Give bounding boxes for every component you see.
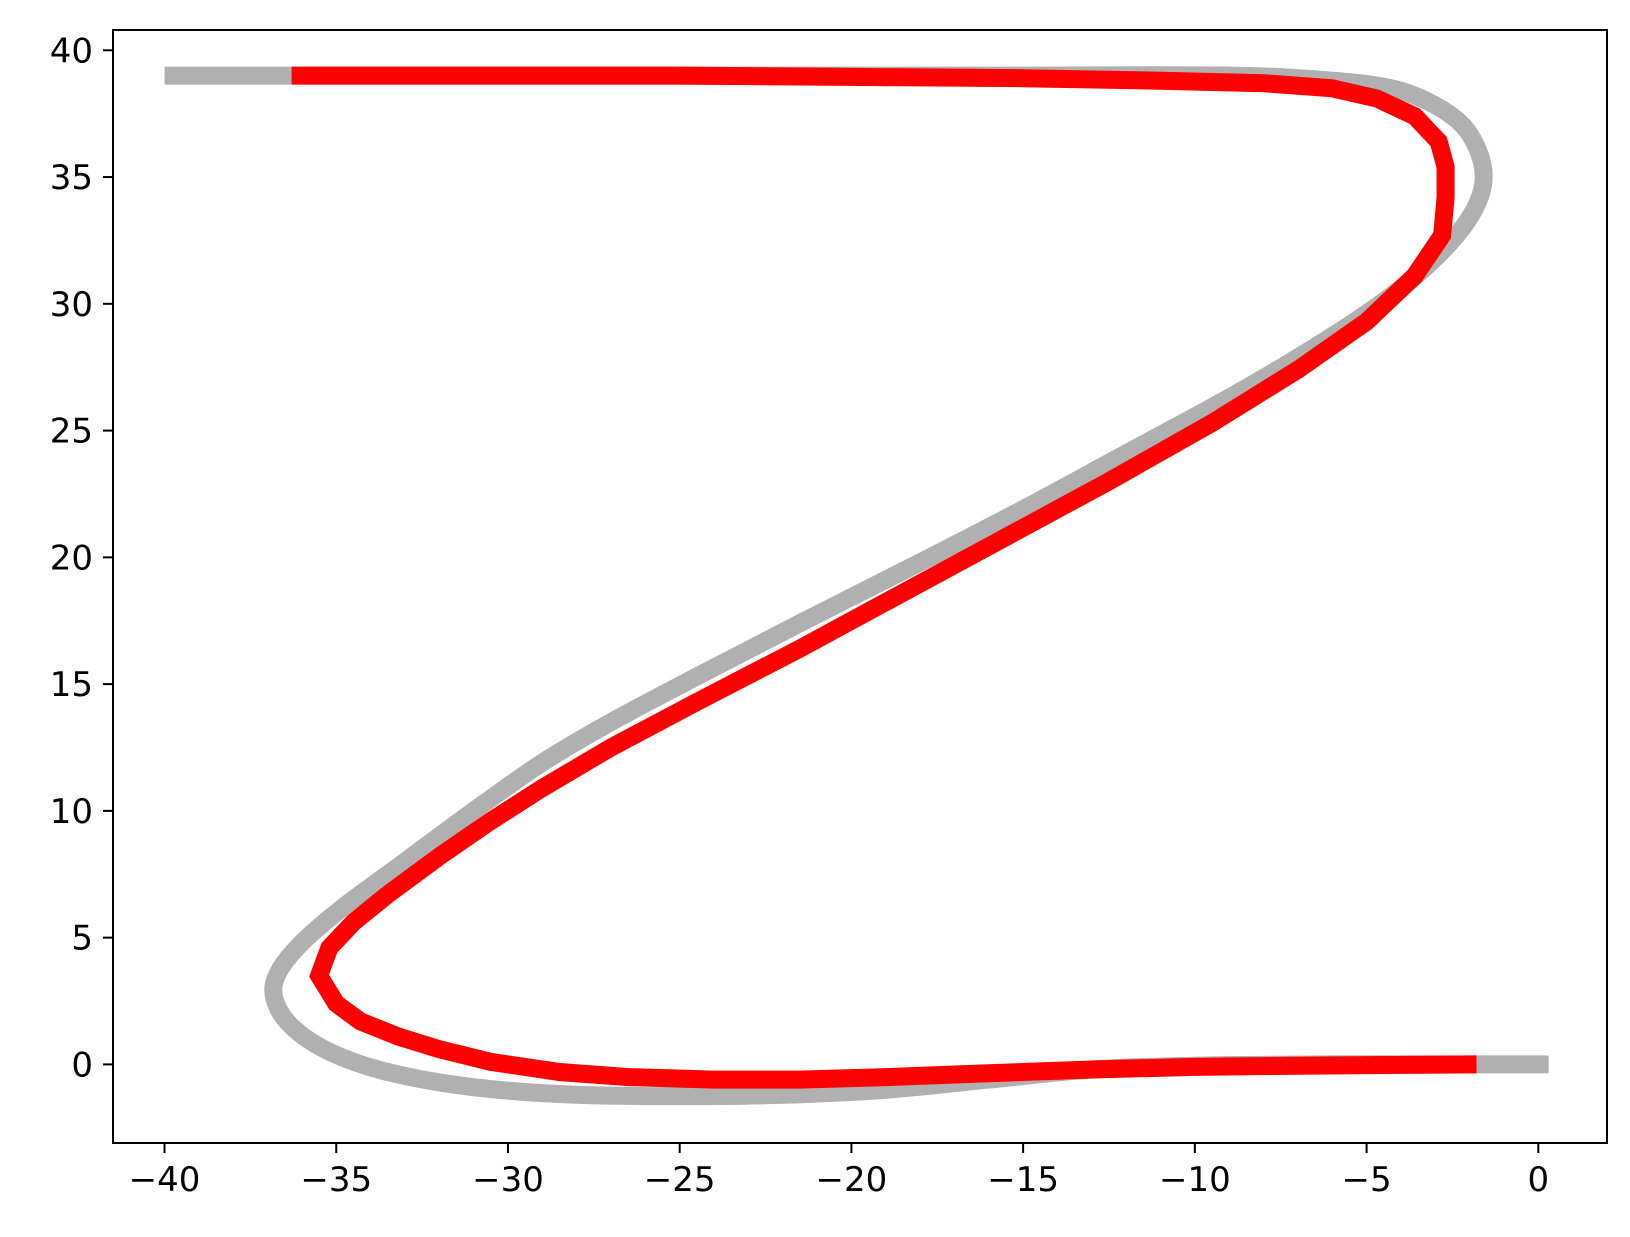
y-tick-label: 15 [50,665,93,705]
y-axis: 0 5 10 15 20 25 30 35 40 [50,31,113,1085]
x-axis: −40 −35 −30 −25 −20 −15 −10 −5 0 [129,1143,1549,1200]
x-tick-label: −10 [1159,1160,1231,1200]
x-tick-label: 0 [1527,1160,1549,1200]
series-layer [164,66,1549,1106]
x-tick-label: −20 [816,1160,888,1200]
plot-frame [112,29,1608,1144]
x-tick-label: −35 [300,1160,372,1200]
y-tick-label: 25 [50,412,93,452]
y-tick-label: 35 [50,158,93,198]
y-tick-label: 0 [71,1045,93,1085]
y-tick-label: 10 [50,792,93,832]
y-tick-label: 30 [50,285,93,325]
x-tick-label: −30 [472,1160,544,1200]
x-tick-label: −15 [987,1160,1059,1200]
y-tick-label: 5 [71,919,93,959]
x-tick-label: −5 [1342,1160,1392,1200]
x-tick-label: −40 [129,1160,201,1200]
series-line-2 [291,66,1477,1089]
y-tick-label: 20 [50,538,93,578]
y-tick-label: 40 [50,31,93,71]
x-tick-label: −25 [644,1160,716,1200]
